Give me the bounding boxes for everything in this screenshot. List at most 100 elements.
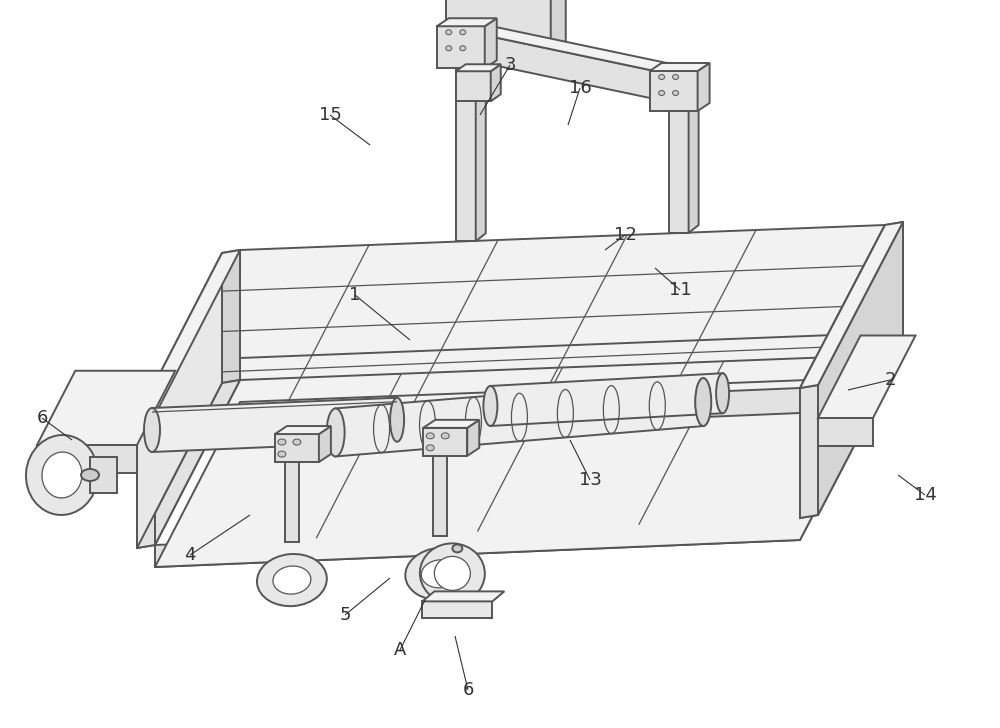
Ellipse shape [278,451,286,457]
Text: 5: 5 [339,606,351,624]
Polygon shape [137,253,222,548]
Polygon shape [885,222,903,355]
Polygon shape [456,48,486,56]
Polygon shape [155,377,885,567]
Ellipse shape [257,554,327,606]
Polygon shape [456,64,501,71]
Ellipse shape [278,439,286,445]
Polygon shape [137,415,155,548]
Polygon shape [433,456,447,536]
Ellipse shape [26,435,98,515]
Text: 6: 6 [36,409,48,427]
Polygon shape [800,225,885,413]
Polygon shape [551,0,566,56]
Ellipse shape [695,378,711,426]
Ellipse shape [327,408,345,456]
Polygon shape [437,26,485,68]
Text: 14: 14 [914,486,936,504]
Ellipse shape [421,560,459,588]
Ellipse shape [659,90,665,95]
Polygon shape [422,591,504,601]
Text: 4: 4 [184,546,196,564]
Ellipse shape [452,545,462,553]
Ellipse shape [446,46,452,51]
Polygon shape [336,378,703,456]
Text: 6: 6 [462,681,474,699]
Polygon shape [800,352,903,518]
Text: 2: 2 [884,371,896,389]
Ellipse shape [673,74,679,79]
Ellipse shape [446,30,452,35]
Ellipse shape [659,74,665,79]
Polygon shape [155,388,800,440]
Polygon shape [275,434,319,462]
Ellipse shape [460,46,466,51]
Polygon shape [800,355,885,540]
Text: 1: 1 [349,286,361,304]
Polygon shape [467,420,479,456]
Polygon shape [466,23,691,76]
Polygon shape [422,601,492,618]
Polygon shape [423,420,479,428]
Ellipse shape [293,439,301,445]
Polygon shape [155,250,240,440]
Polygon shape [222,250,240,383]
Text: 3: 3 [504,56,516,74]
Text: A: A [394,641,406,659]
Ellipse shape [390,397,404,442]
Polygon shape [485,18,497,68]
Polygon shape [152,397,397,452]
Ellipse shape [426,445,434,451]
Polygon shape [423,428,467,456]
Polygon shape [456,71,491,101]
Polygon shape [800,222,903,388]
Polygon shape [285,462,299,542]
Polygon shape [137,380,240,548]
Polygon shape [650,71,698,111]
Ellipse shape [483,386,497,426]
Polygon shape [155,518,800,567]
Ellipse shape [405,547,475,600]
Polygon shape [490,373,723,426]
Polygon shape [155,358,240,545]
Ellipse shape [441,433,449,439]
Polygon shape [818,418,873,446]
Polygon shape [456,56,476,241]
Ellipse shape [426,433,434,439]
Ellipse shape [434,556,470,590]
Ellipse shape [81,469,99,481]
Polygon shape [650,63,710,71]
Polygon shape [491,64,501,101]
Ellipse shape [273,566,311,594]
Ellipse shape [144,408,160,452]
Polygon shape [818,336,916,418]
Text: 15: 15 [319,106,341,124]
Ellipse shape [716,373,729,414]
Polygon shape [446,0,551,56]
Polygon shape [669,88,689,233]
Polygon shape [155,225,885,415]
Polygon shape [137,250,240,418]
Polygon shape [319,426,331,462]
Polygon shape [689,80,699,233]
Polygon shape [476,48,486,241]
Polygon shape [275,426,331,434]
Polygon shape [698,63,710,111]
Text: 12: 12 [614,226,636,244]
Text: 13: 13 [579,471,601,489]
Polygon shape [818,222,903,515]
Text: 16: 16 [569,79,591,97]
Polygon shape [437,18,497,26]
Text: 11: 11 [669,281,691,299]
Ellipse shape [42,452,82,498]
Ellipse shape [673,90,679,95]
Polygon shape [90,457,117,493]
Ellipse shape [460,30,466,35]
Polygon shape [37,371,175,445]
Polygon shape [466,31,679,104]
Polygon shape [240,333,885,380]
Polygon shape [37,445,137,473]
Polygon shape [669,80,699,88]
Polygon shape [800,385,818,518]
Ellipse shape [420,543,485,604]
